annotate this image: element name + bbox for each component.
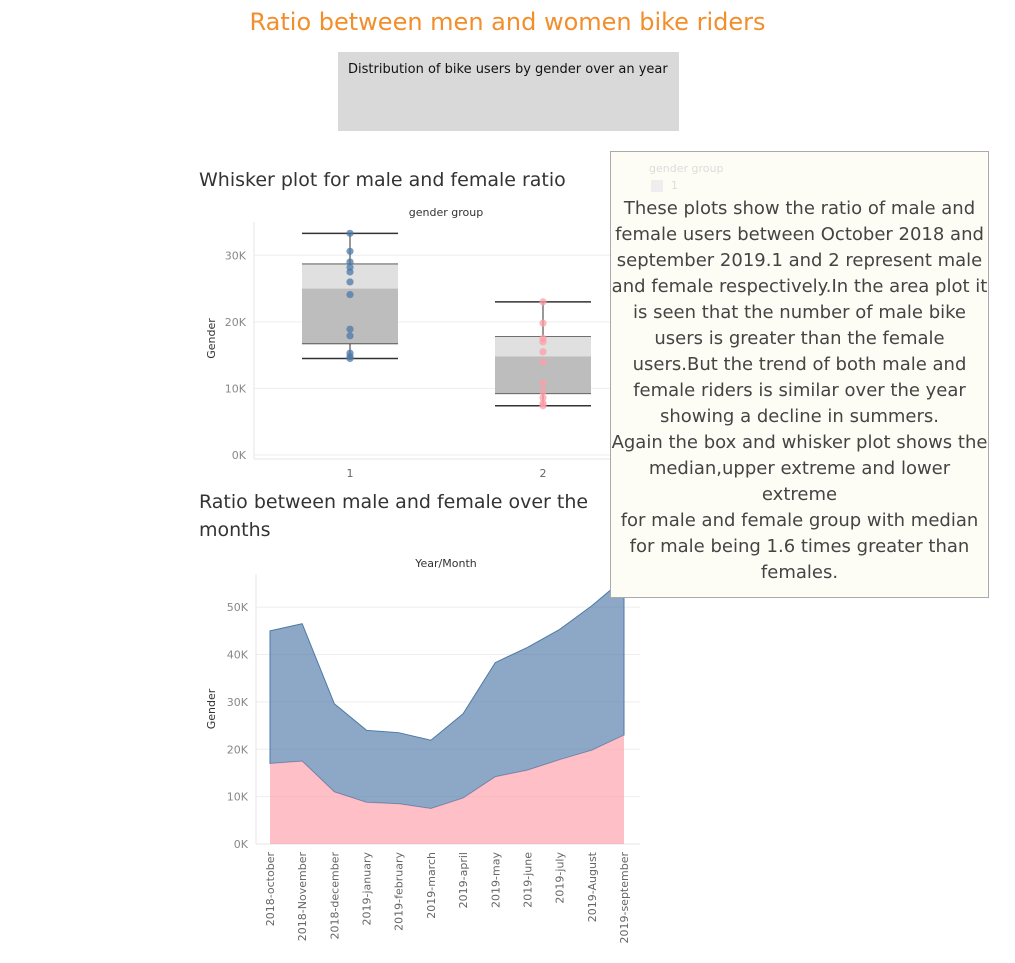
dashboard-title: Ratio between men and women bike riders	[249, 8, 766, 36]
y-tick-label: 0K	[234, 838, 249, 851]
data-point-1	[346, 290, 354, 299]
area-series-2	[270, 735, 624, 844]
annotation-line: and female respectively.In the area plot…	[611, 276, 988, 297]
subtitle-box: Distribution of bike users by gender ove…	[338, 52, 679, 131]
annotation-line: for male and female group with median	[620, 510, 979, 531]
area-chart-header: Year/Month	[414, 557, 477, 570]
data-point-2	[539, 394, 547, 402]
data-point-2	[539, 338, 547, 346]
annotation-line: female users between October 2018 and	[615, 224, 984, 245]
data-point-1	[346, 229, 354, 237]
y-tick-label: 30K	[225, 249, 247, 262]
box-section-title: Whisker plot for male and female ratio	[199, 169, 566, 191]
data-point-2	[539, 358, 547, 366]
x-tick-label: 2018-december	[328, 852, 341, 940]
annotation-line: users.But the trend of both male and	[632, 354, 967, 375]
annotation-box: gender group 1 These plots show the rati…	[610, 151, 989, 598]
area-section-title: Ratio between male and female over the m…	[199, 491, 589, 541]
annotation-line: Again the box and whisker plot shows the	[611, 432, 988, 453]
annotation-line: is seen that the number of male bike	[633, 302, 966, 323]
x-tick-label: 2019-june	[521, 852, 534, 908]
x-tick-label: 2019-january	[361, 852, 374, 926]
data-point-2	[539, 388, 547, 396]
annotation-line: september 2019.1 and 2 represent male	[616, 250, 983, 271]
x-tick-label: 2019-march	[425, 852, 438, 919]
annotation-line: These plots show the ratio of male and	[623, 198, 976, 219]
y-tick-label: 20K	[225, 316, 247, 329]
x-tick-label: 2018-November	[296, 852, 309, 942]
y-tick-label: 0K	[232, 449, 247, 462]
ghost-legend-label: 1	[671, 179, 678, 192]
ghost-legend-swatch	[651, 180, 663, 192]
box-upper-2	[495, 336, 591, 357]
data-point-2	[539, 298, 547, 306]
y-tick-label: 50K	[227, 601, 249, 614]
data-point-2	[539, 379, 547, 387]
x-tick-label: 2019-september	[618, 852, 631, 944]
y-tick-label: 30K	[227, 696, 249, 709]
data-point-2	[539, 402, 547, 410]
annotation-line: females.	[760, 562, 839, 583]
annotation-line: showing a decline in summers.	[660, 406, 939, 427]
annotation-line: for male being 1.6 times greater than	[629, 536, 970, 557]
y-tick-label: 10K	[227, 791, 249, 804]
box-whisker-chart[interactable]: gender group 0K 10K 20K 30K Gender 1 2	[196, 200, 616, 480]
data-point-1	[346, 247, 354, 255]
ghost-legend-title: gender group	[649, 162, 724, 175]
data-point-2	[539, 319, 547, 327]
annotation-text: These plots show the ratio of male and fe…	[611, 196, 988, 586]
annotation-line: users is greater than the female	[654, 328, 945, 349]
data-point-1	[346, 354, 354, 363]
x-tick-label: 2019-may	[489, 852, 502, 908]
data-point-2	[539, 348, 547, 356]
data-point-1	[346, 258, 354, 266]
data-point-1	[346, 278, 354, 286]
x-tick-label: 2	[540, 467, 547, 480]
y-tick-label: 40K	[227, 649, 249, 662]
y-axis-title: Gender	[205, 318, 218, 359]
x-tick-label: 1	[347, 467, 354, 480]
subtitle-text: Distribution of bike users by gender ove…	[348, 62, 668, 77]
x-tick-label: 2019-july	[554, 852, 567, 904]
x-tick-label: 2019-april	[457, 852, 470, 908]
area-chart[interactable]: Year/Month 0K 10K 20K 30K 40K 50K Gender 2018-oc…	[196, 550, 646, 955]
x-tick-label: 2019-february	[393, 852, 406, 931]
y-axis-title: Gender	[205, 688, 218, 729]
data-point-1	[346, 325, 354, 333]
x-tick-label: 2019-August	[586, 851, 599, 922]
data-point-1	[346, 268, 354, 276]
x-tick-label: 2018-october	[264, 852, 277, 927]
annotation-line: median,upper extreme and lower extreme	[648, 458, 951, 505]
y-tick-label: 10K	[225, 382, 247, 395]
annotation-line: female riders is similar over the year	[633, 380, 966, 401]
y-tick-label: 20K	[227, 743, 249, 756]
box-chart-header: gender group	[409, 206, 483, 219]
data-point-1	[346, 332, 354, 340]
